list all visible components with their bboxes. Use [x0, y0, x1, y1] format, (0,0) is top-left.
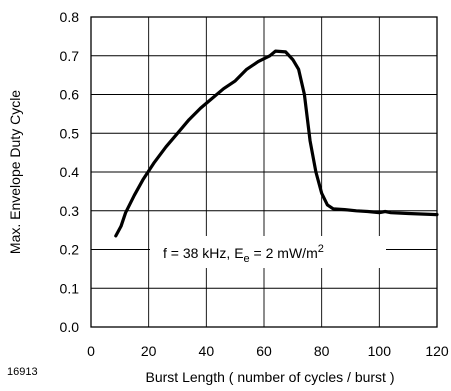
plot-frame	[90, 16, 438, 328]
y-tick-label: 0.4	[60, 164, 80, 180]
grid	[91, 17, 437, 327]
y-tick-label: 0.8	[60, 9, 80, 25]
annotation-prefix: f = 38 kHz, E	[163, 245, 244, 261]
y-tick-label: 0.0	[60, 319, 80, 335]
annotation-layer: f = 38 kHz, Ee = 2 mW/m2	[150, 236, 386, 268]
y-tick-label: 0.5	[60, 125, 80, 141]
annotation-subscript: e	[244, 253, 250, 265]
x-tick-label: 0	[87, 343, 95, 359]
x-tick-label: 80	[314, 343, 330, 359]
y-tick-label: 0.1	[60, 280, 80, 296]
series-line	[114, 49, 439, 238]
y-tick-label: 0.3	[60, 203, 80, 219]
x-axis-label: Burst Length ( number of cycles / burst …	[146, 369, 395, 385]
annotation-label: f = 38 kHz, Ee = 2 mW/m2	[163, 243, 324, 265]
x-tick-label: 120	[425, 343, 449, 359]
x-tick-label: 100	[368, 343, 392, 359]
series-layer	[114, 49, 439, 238]
annotation-superscript: 2	[318, 243, 324, 255]
x-tick-label: 20	[141, 343, 157, 359]
x-tick-label: 40	[199, 343, 215, 359]
y-tick-label: 0.7	[60, 48, 80, 64]
y-tick-label: 0.6	[60, 87, 80, 103]
y-axis-label: Max. Envelope Duty Cycle	[7, 90, 23, 254]
figure-id: 16913	[7, 366, 38, 378]
annotation-middle: = 2 mW/m	[250, 245, 318, 261]
y-tick-label: 0.2	[60, 242, 80, 258]
x-tick-label: 60	[256, 343, 272, 359]
annotation-background	[150, 236, 386, 268]
axes: 0 20 40 60 80 100 120 0.0 0.1 0.2 0.3 0.4 0.5 0.6 0.7 0…	[60, 9, 449, 359]
